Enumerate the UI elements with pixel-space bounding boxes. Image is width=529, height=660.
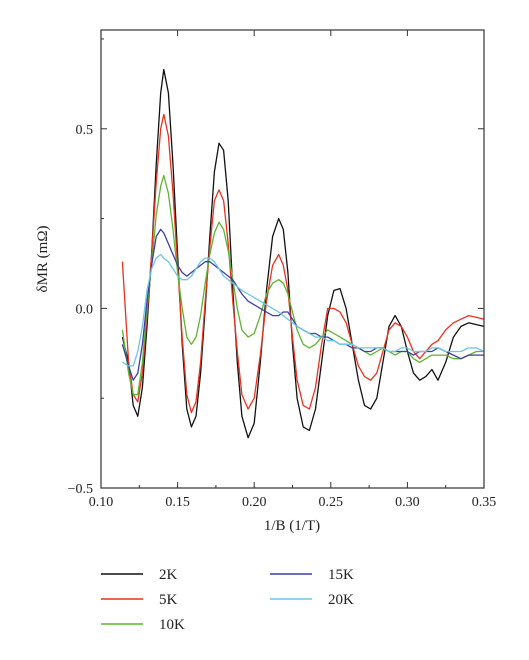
series-line-10K	[121, 174, 484, 396]
legend-label-2K: 2K	[159, 567, 178, 583]
legend-label-10K: 10K	[159, 617, 185, 633]
plot-frame	[100, 29, 485, 489]
y-tick-label: 0.5	[76, 123, 94, 138]
series-line-5K	[121, 113, 485, 414]
x-tick-label: 0.20	[242, 495, 267, 510]
ticks-layer: 0.10 0.15 0.20 0.25 0.30 0.35 −0.5 0.0 0.5	[68, 30, 497, 510]
series-line-2K	[121, 68, 485, 439]
x-tick-label: 0.15	[165, 495, 190, 510]
y-tick-label: −0.5	[68, 482, 93, 497]
legend-label-5K: 5K	[159, 592, 178, 608]
x-tick-label: 0.25	[319, 495, 344, 510]
legend-label-15K: 15K	[328, 567, 354, 583]
y-tick-label: 0.0	[76, 302, 94, 317]
legend-label-20K: 20K	[328, 592, 354, 608]
x-tick-label: 0.35	[472, 495, 497, 510]
series-layer	[121, 68, 485, 439]
legend: 2K 5K 10K 15K 20K	[101, 567, 354, 633]
x-tick-label: 0.30	[395, 495, 420, 510]
x-axis-title: 1/B (1/T)	[264, 518, 320, 534]
y-axis-title: δMR (mΩ)	[35, 226, 51, 293]
series-line-20K	[122, 253, 485, 367]
x-tick-label: 0.10	[89, 495, 114, 510]
